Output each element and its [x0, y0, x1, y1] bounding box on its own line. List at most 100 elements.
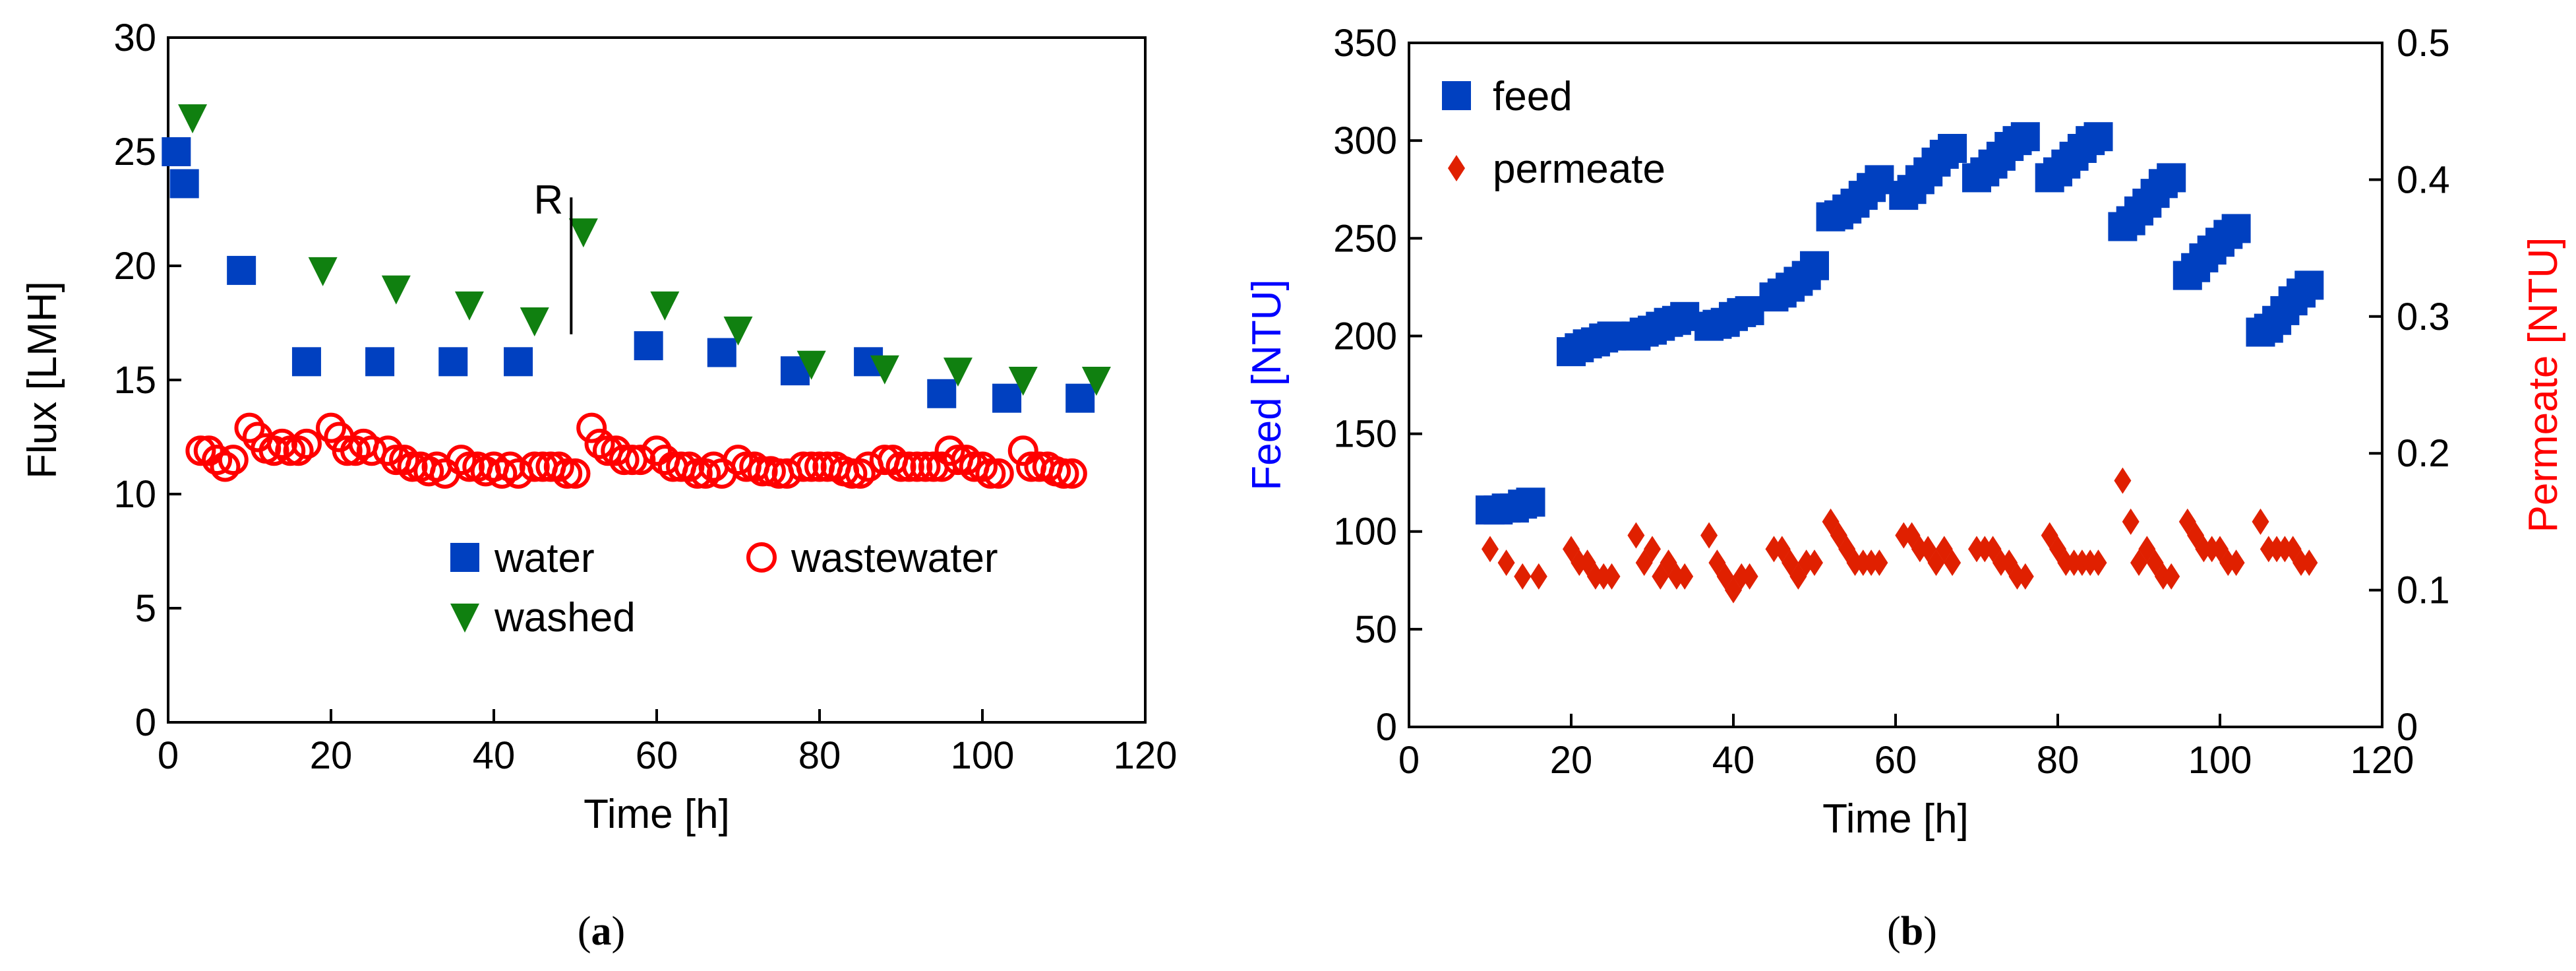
x-axis-title: Time [h] [1822, 796, 1969, 842]
legend-marker-water [450, 543, 479, 572]
data-point-wastewater [487, 458, 518, 489]
data-point-wastewater [283, 435, 314, 466]
data-point-wastewater [1048, 458, 1079, 489]
data-point-wastewater [348, 428, 379, 459]
series-water [162, 137, 1095, 413]
data-point-washed [381, 275, 411, 305]
data-point-permeate [1806, 549, 1823, 577]
legend-label-water: water [494, 536, 595, 581]
data-point-feed [1865, 165, 1894, 195]
data-point-wastewater [389, 445, 420, 476]
data-point-permeate [1700, 522, 1718, 549]
x-tick-label: 120 [2351, 739, 2414, 782]
y-tick-label: 50 [1354, 608, 1397, 651]
data-point-water [707, 338, 736, 367]
data-point-wastewater [543, 451, 574, 482]
data-point-wastewater [698, 451, 729, 482]
data-point-water [504, 347, 533, 377]
series-wastewater [185, 412, 1087, 489]
data-point-feed [1670, 301, 1700, 331]
x-tick-label: 40 [1712, 739, 1755, 782]
legend-marker-washed [450, 604, 479, 633]
y-tick-label: 200 [1333, 315, 1397, 358]
data-point-wastewater [951, 445, 982, 476]
data-point-permeate [2252, 508, 2269, 535]
data-point-water [169, 169, 199, 199]
data-point-water [992, 383, 1022, 413]
data-point-washed [520, 307, 549, 337]
x-tick-label: 20 [310, 734, 353, 777]
data-point-wastewater [845, 458, 876, 489]
data-point-wastewater [218, 445, 249, 476]
data-point-permeate [2227, 549, 2245, 577]
y-axis-title: Feed [NTU] [1244, 279, 1290, 490]
data-point-washed [1008, 367, 1038, 396]
y2-tick-label: 0 [2397, 706, 2418, 749]
x-axis-title: Time [h] [584, 792, 730, 837]
data-point-permeate [1871, 549, 1888, 577]
legend-label-permeate: permeate [1493, 146, 1665, 192]
data-point-wastewater [853, 451, 884, 482]
x-tick-label: 20 [1550, 739, 1593, 782]
y-tick-label: 5 [135, 587, 156, 630]
data-point-wastewater [576, 412, 607, 443]
panel-caption: (b) [1887, 909, 1937, 954]
data-point-wastewater [1007, 435, 1038, 466]
y2-tick-label: 0.5 [2397, 22, 2450, 65]
data-point-wastewater [503, 458, 534, 489]
data-point-wastewater [983, 458, 1014, 489]
data-point-permeate [2114, 467, 2132, 494]
data-point-wastewater [275, 435, 306, 466]
series-washed [178, 104, 1111, 396]
data-point-permeate [1514, 563, 1532, 590]
y-tick-label: 0 [1376, 706, 1397, 749]
legend-marker-wastewater [746, 542, 777, 573]
panel-caption: (a) [578, 909, 625, 954]
x-tick-label: 120 [1114, 734, 1178, 777]
y-axis-title: Flux [LMH] [20, 281, 65, 479]
legend-label-washed: washed [494, 595, 636, 641]
data-point-feed [2157, 163, 2186, 193]
data-point-feed [1800, 251, 1829, 280]
x-tick-label: 40 [473, 734, 516, 777]
data-point-wastewater [202, 445, 233, 476]
y2-tick-label: 0.2 [2397, 432, 2450, 475]
data-point-feed [1938, 133, 1967, 163]
plot-frame [167, 36, 1147, 724]
data-point-feed [1597, 321, 1627, 351]
data-point-wastewater [266, 428, 297, 459]
data-point-water [1065, 383, 1095, 413]
data-point-feed [1735, 296, 1764, 325]
data-point-water [634, 331, 663, 361]
y2-tick-label: 0.4 [2397, 158, 2450, 201]
data-point-wastewater [934, 435, 965, 466]
data-point-wastewater [210, 451, 241, 482]
data-point-wastewater [706, 458, 737, 489]
data-point-washed [650, 291, 680, 321]
data-point-feed [2010, 122, 2040, 152]
data-point-wastewater [975, 458, 1006, 489]
data-point-feed [2083, 122, 2113, 152]
x-tick-label: 100 [2188, 739, 2252, 782]
data-point-water [365, 347, 395, 377]
data-point-wastewater [723, 445, 754, 476]
data-point-wastewater [373, 435, 404, 466]
data-point-washed [1081, 367, 1111, 396]
data-point-permeate [1530, 563, 1547, 590]
data-point-wastewater [446, 445, 477, 476]
data-point-wastewater [690, 458, 721, 489]
data-point-permeate [2016, 563, 2034, 590]
series-feed [1476, 122, 2324, 525]
data-point-feed [2221, 214, 2251, 243]
y-tick-label: 100 [1333, 511, 1397, 553]
data-point-permeate [2300, 549, 2318, 577]
data-point-washed [870, 355, 899, 385]
data-point-washed [796, 350, 826, 380]
series-permeate [1482, 467, 2318, 604]
x-tick-label: 80 [798, 734, 841, 777]
data-point-washed [178, 104, 208, 134]
y-tick-label: 20 [113, 245, 156, 288]
data-point-wastewater [429, 458, 460, 489]
data-point-wastewater [552, 458, 583, 489]
